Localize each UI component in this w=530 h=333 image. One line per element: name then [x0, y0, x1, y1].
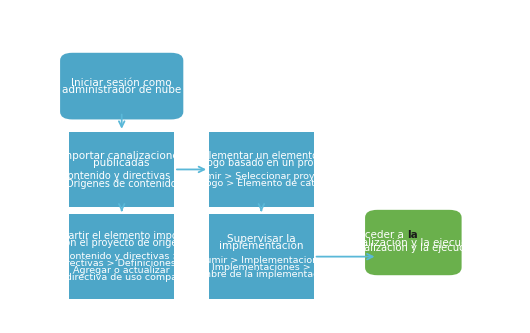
- Text: Implementaciones >: Implementaciones >: [212, 262, 311, 271]
- Text: una directiva de uso compartido: una directiva de uso compartido: [45, 273, 199, 282]
- Text: Supervisar la: Supervisar la: [227, 234, 296, 244]
- Text: catálogo basado en un proyecto: catálogo basado en un proyecto: [183, 157, 340, 168]
- Text: administrador de nube: administrador de nube: [62, 85, 181, 95]
- Text: Importar canalizaciones: Importar canalizaciones: [59, 151, 184, 161]
- Text: la: la: [407, 230, 418, 240]
- Text: Iniciar sesión como: Iniciar sesión como: [72, 78, 172, 88]
- Text: Acceder a: Acceder a: [352, 230, 407, 240]
- Text: implementación: implementación: [219, 241, 304, 251]
- FancyBboxPatch shape: [69, 214, 174, 299]
- Text: publicadas: publicadas: [93, 158, 150, 167]
- Text: Nombre de la implementación: Nombre de la implementación: [190, 269, 333, 279]
- Text: Compartir el elemento importado: Compartir el elemento importado: [40, 231, 204, 241]
- Text: Catálogo > Elemento de catálogo: Catálogo > Elemento de catálogo: [181, 179, 341, 188]
- Text: Contenido y directivas >: Contenido y directivas >: [63, 252, 180, 261]
- FancyBboxPatch shape: [60, 53, 183, 120]
- Text: Consumir > Implementaciones >: Consumir > Implementaciones >: [182, 256, 340, 265]
- Text: canalización y la ejecución: canalización y la ejecución: [343, 237, 483, 248]
- Text: Consumir > Seleccionar proyecto >: Consumir > Seleccionar proyecto >: [176, 172, 347, 181]
- Text: Implementar un elemento de: Implementar un elemento de: [190, 151, 333, 161]
- Text: con el proyecto de origen: con el proyecto de origen: [59, 238, 184, 248]
- FancyBboxPatch shape: [209, 214, 314, 299]
- Text: Orígenes de contenido: Orígenes de contenido: [66, 178, 177, 188]
- FancyBboxPatch shape: [365, 210, 462, 275]
- Text: canalización y la ejecución: canalización y la ejecución: [347, 242, 480, 253]
- Text: Agregar o actualizar: Agregar o actualizar: [73, 266, 170, 275]
- Text: Contenido y directivas >: Contenido y directivas >: [61, 171, 182, 181]
- FancyBboxPatch shape: [209, 132, 314, 207]
- Text: Directivas > Definiciones >: Directivas > Definiciones >: [56, 259, 187, 268]
- FancyBboxPatch shape: [69, 132, 174, 207]
